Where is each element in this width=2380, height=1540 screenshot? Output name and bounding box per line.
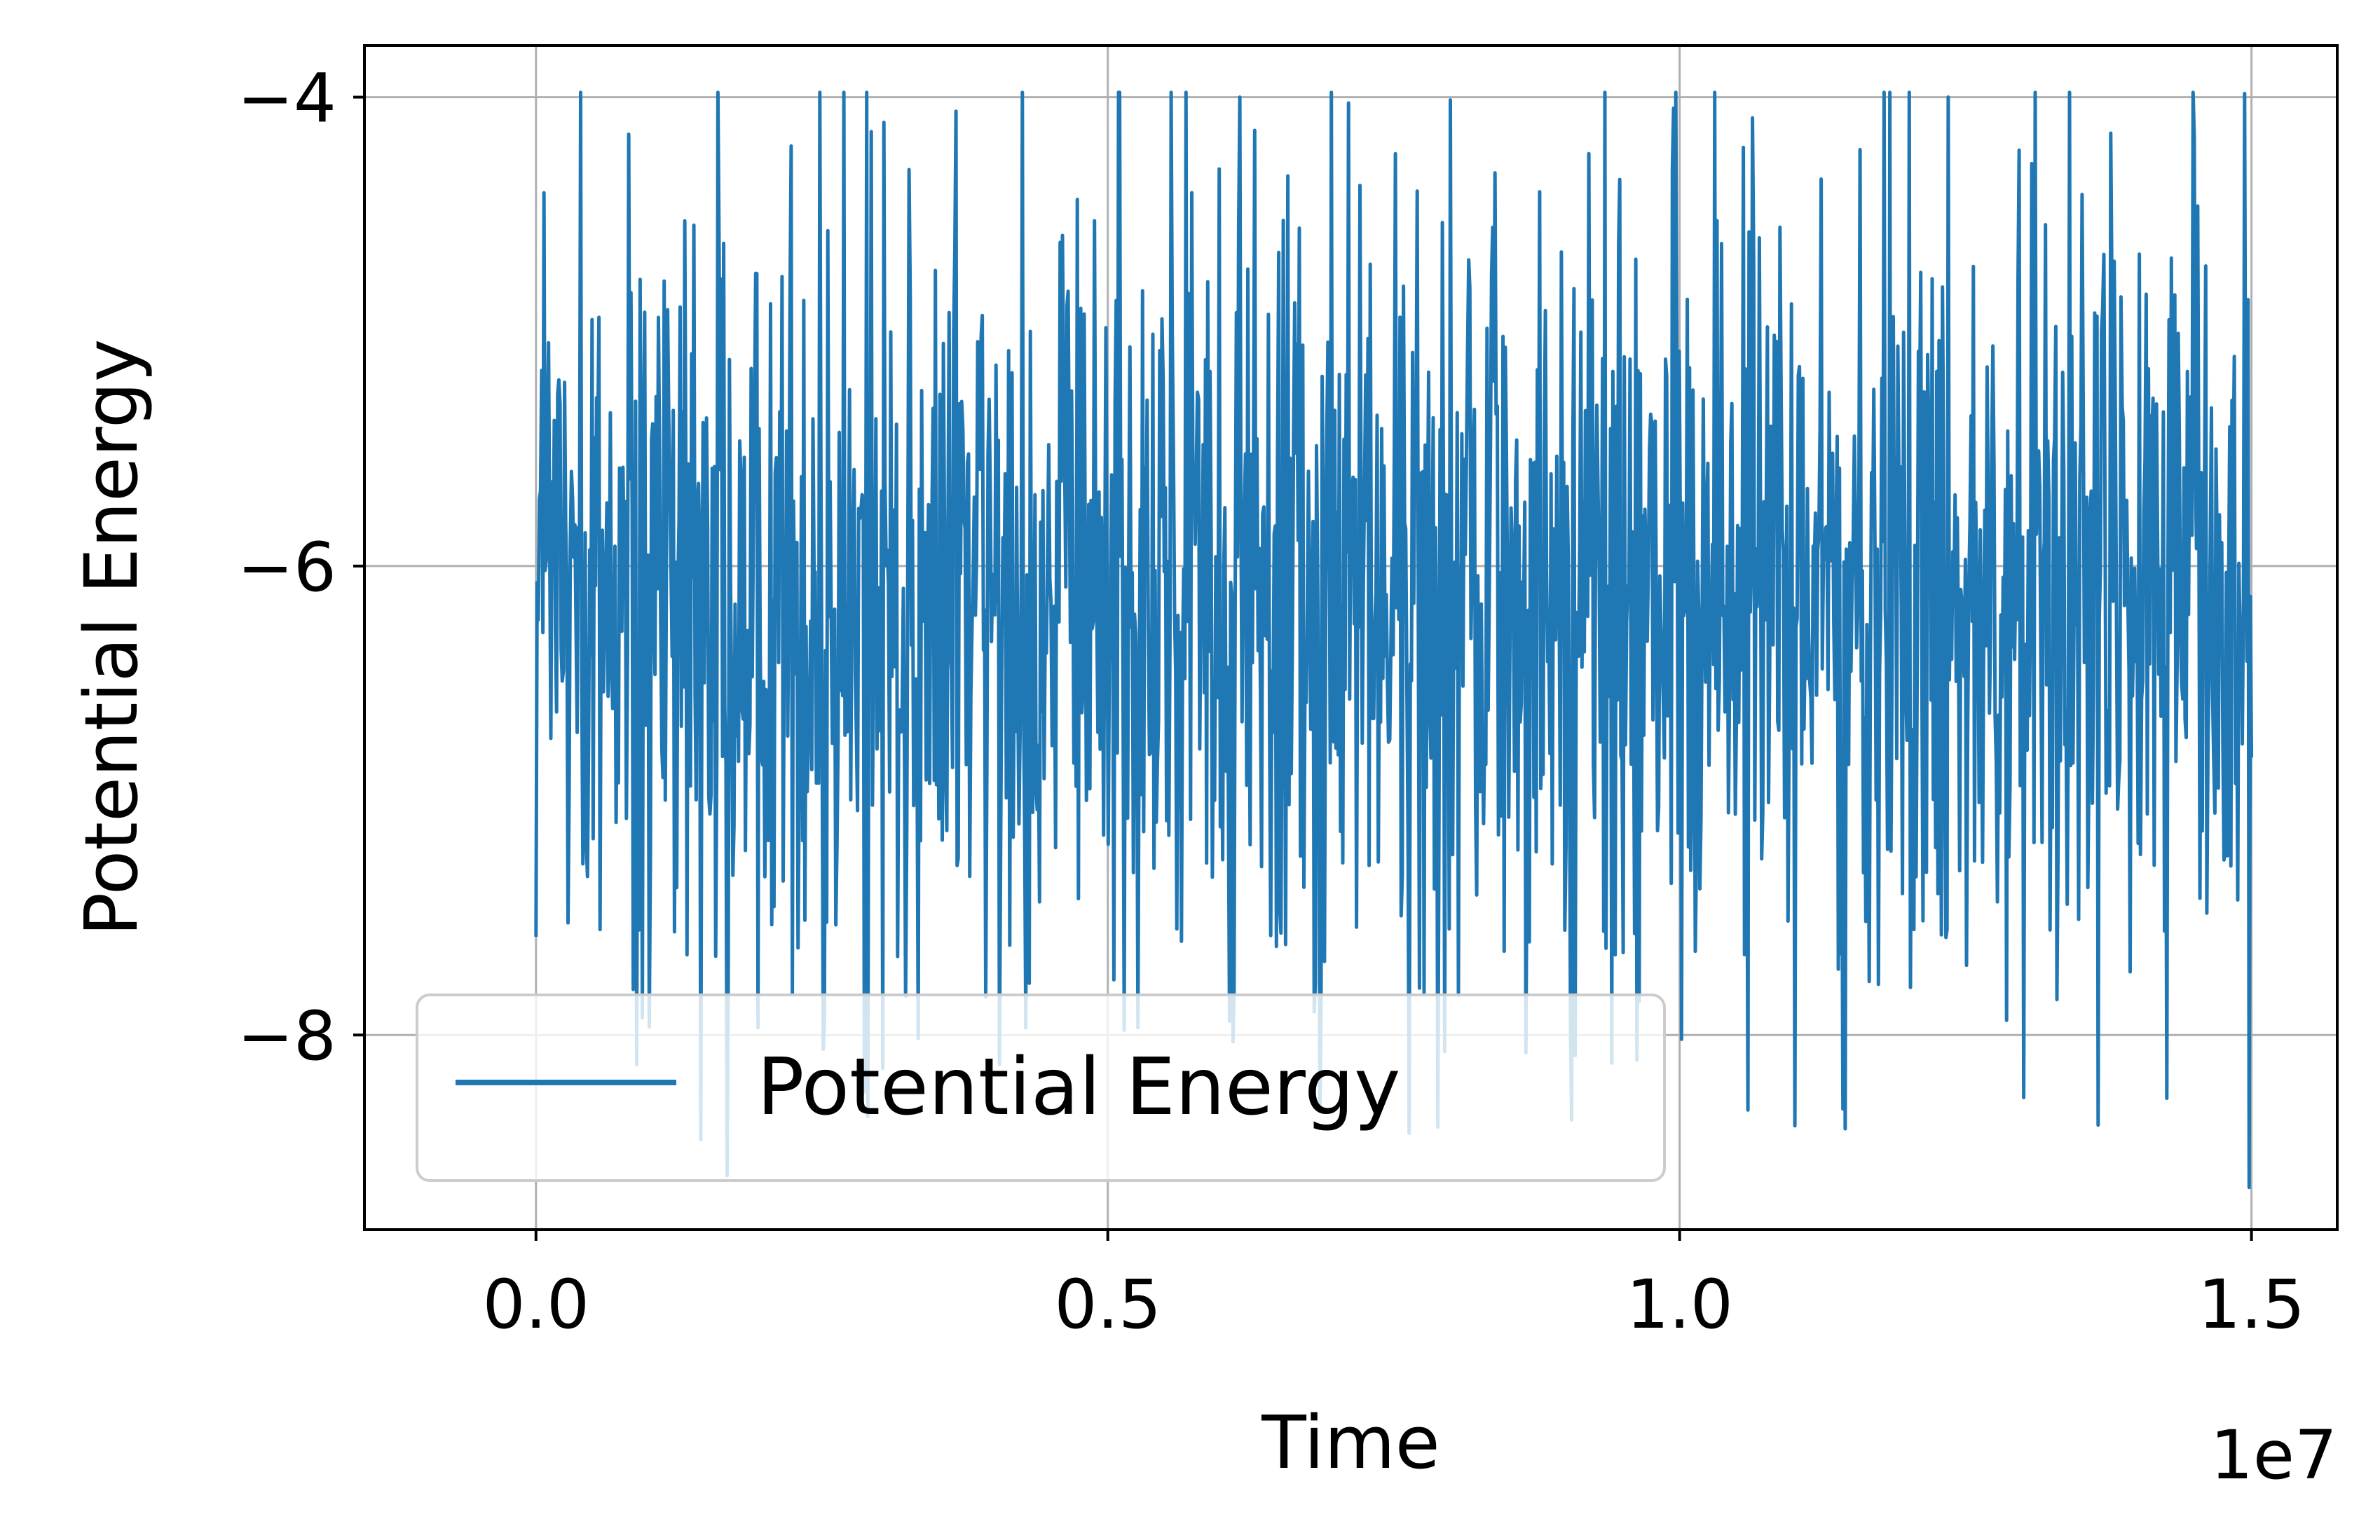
- y-axis-label: Potential Energy: [69, 339, 154, 937]
- y-tick-label: −8: [237, 997, 336, 1075]
- legend-label-potential-energy: Potential Energy: [757, 1042, 1400, 1133]
- ticks: 0.0 0.5 1.0 1.5 −4 −6 −8: [237, 60, 2304, 1344]
- series-area: [534, 90, 2254, 1190]
- y-tick-label: −4: [237, 60, 336, 138]
- x-tick-label: 0.0: [482, 1265, 589, 1344]
- legend: Potential Energy: [416, 994, 1666, 1182]
- x-axis-offset-label: 1e7: [2210, 1416, 2337, 1494]
- x-tick-label: 0.5: [1054, 1265, 1161, 1344]
- plot-frame: [363, 44, 2339, 1231]
- x-axis-label: Time: [1261, 1400, 1440, 1485]
- x-tick-label: 1.0: [1626, 1265, 1733, 1344]
- legend-box: [416, 994, 1666, 1182]
- series-line-potential-energy: [534, 90, 2254, 1190]
- x-tick-label: 1.5: [2198, 1265, 2305, 1344]
- y-tick-label: −6: [237, 528, 336, 607]
